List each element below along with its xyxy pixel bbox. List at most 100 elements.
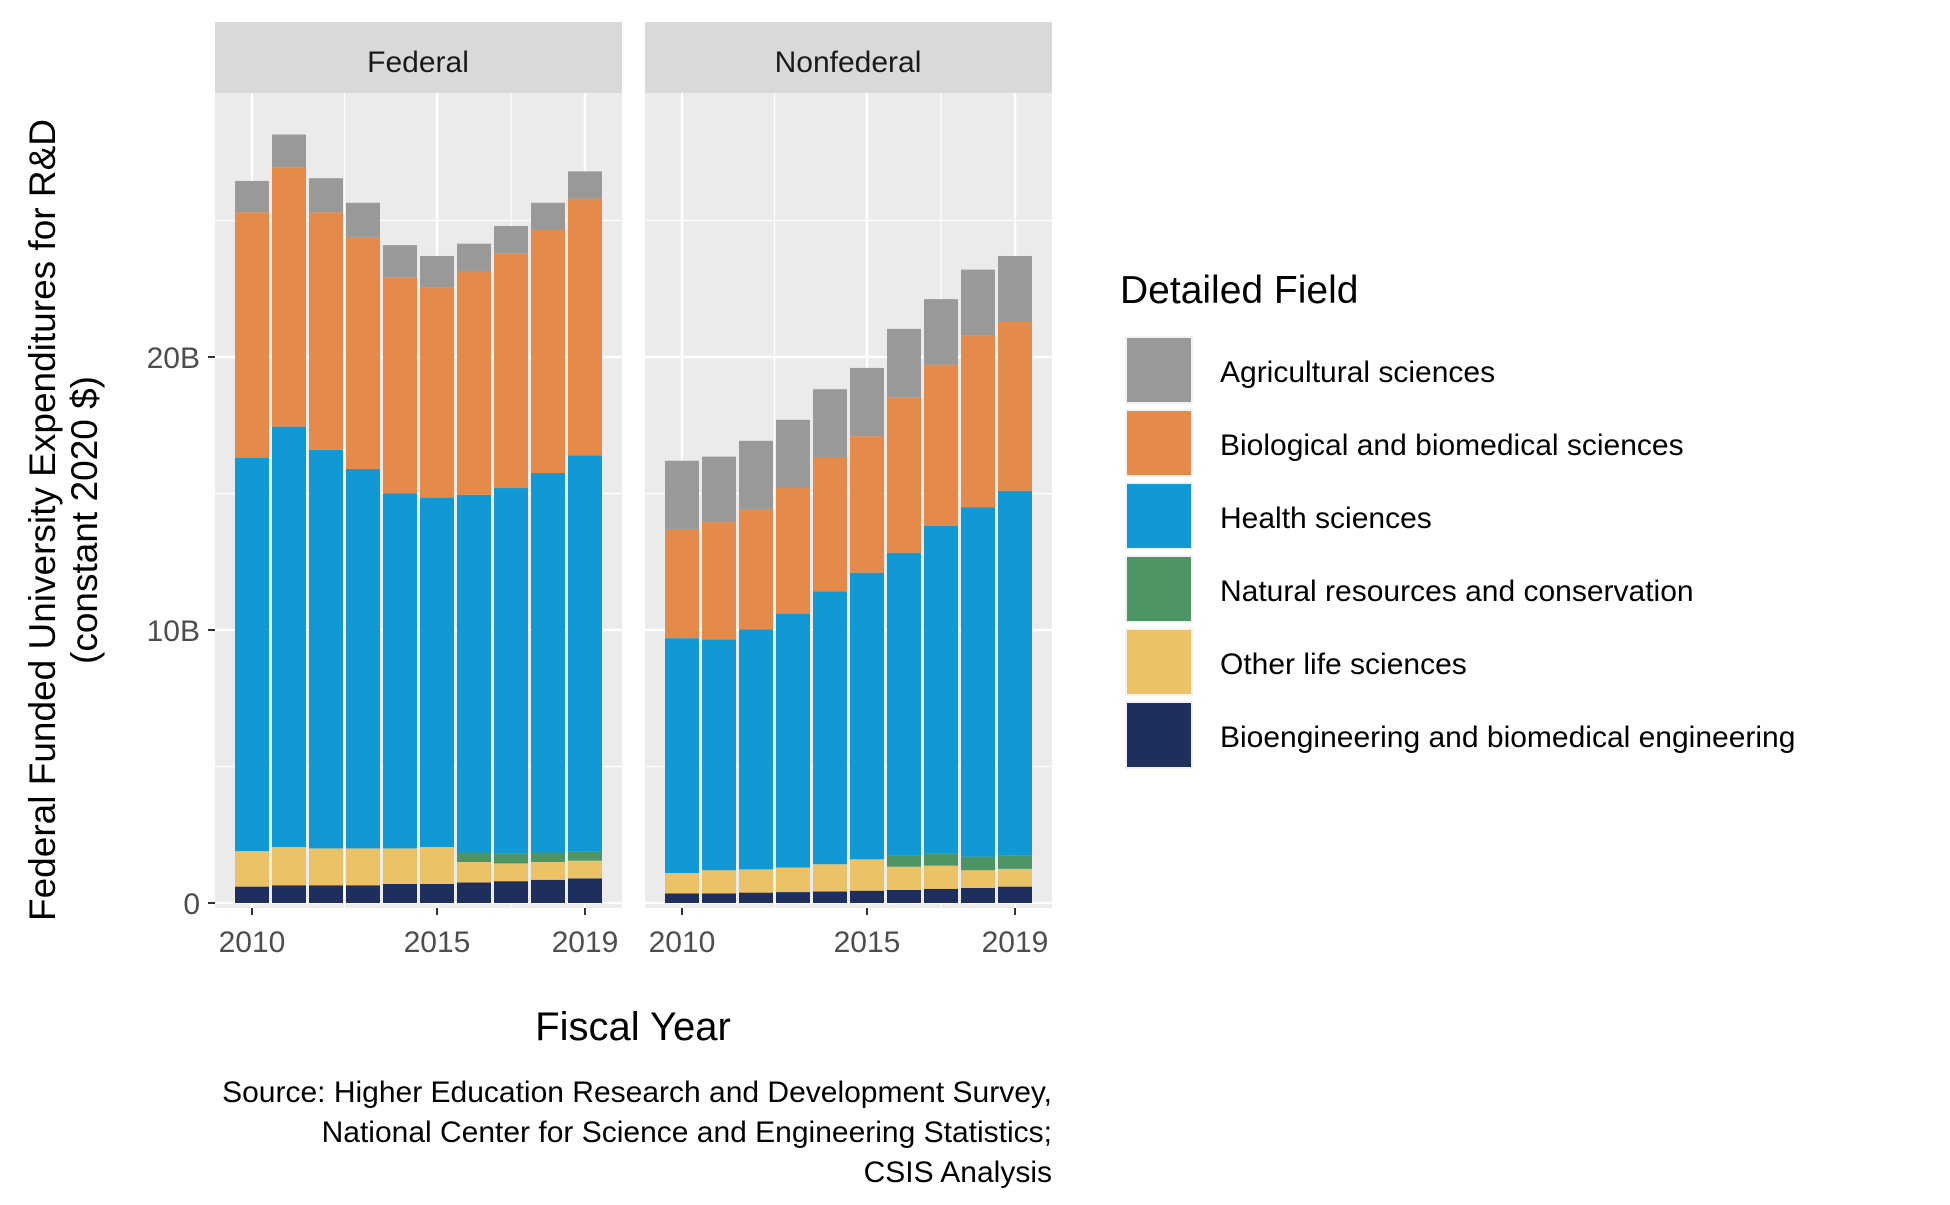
bar-segment-nonfederal-2011 [702,456,736,523]
bar-segment-federal-2012 [309,178,343,213]
bar-segment-federal-2014 [383,883,417,903]
bar-segment-federal-2013 [346,202,380,237]
bar-segment-federal-2019 [568,198,602,456]
bar-segment-nonfederal-2015 [850,436,884,573]
x-tick-label: 2019 [552,926,619,959]
legend-swatch [1127,557,1191,621]
bar-segment-federal-2019 [568,851,602,861]
bar-segment-nonfederal-2013 [776,867,810,893]
bar-segment-nonfederal-2014 [813,891,847,903]
bar-segment-nonfederal-2018 [961,856,995,871]
x-tick-label: 2010 [649,926,716,959]
bar-segment-nonfederal-2019 [998,490,1032,856]
y-axis-title-line-1: Federal Funded University Expenditures f… [22,119,63,921]
y-tick-label: 0 [183,888,200,921]
bar-segment-nonfederal-2014 [813,591,847,865]
bar-segment-federal-2018 [531,862,565,880]
bar-segment-federal-2017 [494,863,528,882]
bar-segment-federal-2015 [420,847,454,884]
bar-segment-federal-2018 [531,852,565,863]
bar-segment-federal-2013 [346,468,380,849]
bar-segment-federal-2010 [235,851,269,887]
x-tick-label: 2019 [982,926,1049,959]
legend: Agricultural sciences Biological and biom… [1125,336,1795,769]
bar-segment-nonfederal-2010 [665,460,699,529]
legend-label: Natural resources and conservation [1220,575,1694,608]
bar-segment-nonfederal-2011 [702,522,736,640]
x-tick-label: 2015 [404,926,471,959]
bar-segment-nonfederal-2014 [813,457,847,592]
bar-segment-federal-2012 [309,885,343,903]
bar-segment-federal-2017 [494,225,528,254]
bar-segment-nonfederal-2014 [813,864,847,892]
bar-segment-nonfederal-2013 [776,488,810,614]
bar-segment-nonfederal-2019 [998,868,1032,887]
bar-segment-federal-2017 [494,853,528,864]
facet-strip-federal [215,22,622,93]
x-tick-label: 2010 [219,926,286,959]
bar-segment-nonfederal-2016 [887,328,921,398]
bar-segment-nonfederal-2014 [813,389,847,458]
bar-segment-federal-2016 [457,494,491,853]
bar-segment-federal-2013 [346,848,380,886]
bar-segment-nonfederal-2019 [998,255,1032,322]
bar-segment-nonfederal-2016 [887,855,921,867]
bar-segment-nonfederal-2013 [776,613,810,868]
legend-swatch [1127,484,1191,548]
caption-line-3: CSIS Analysis [864,1156,1052,1189]
bar-segment-federal-2012 [309,449,343,849]
x-axis-title: Fiscal Year [535,1005,731,1049]
bar-segment-nonfederal-2019 [998,855,1032,869]
bar-segment-federal-2018 [531,473,565,853]
bar-segment-nonfederal-2015 [850,859,884,891]
bar-segment-federal-2015 [420,287,454,498]
bar-segment-nonfederal-2017 [924,865,958,889]
bar-segment-federal-2011 [272,167,306,427]
bar-segment-nonfederal-2012 [739,440,773,510]
y-tick-label: 20B [147,342,200,375]
axes-layer: 0 10B 20B 2010 2015 2019 2010 2015 2019 [147,342,1049,959]
bar-segment-nonfederal-2012 [739,892,773,903]
bar-segment-federal-2011 [272,885,306,903]
bar-segment-federal-2011 [272,134,306,168]
legend-label: Other life sciences [1220,648,1467,681]
bar-segment-federal-2013 [346,236,380,469]
legend-swatch [1127,630,1191,694]
bar-segment-nonfederal-2017 [924,853,958,866]
legend-swatch [1127,411,1191,475]
bar-segment-federal-2015 [420,497,454,848]
bar-segment-nonfederal-2012 [739,629,773,870]
bar-segment-federal-2010 [235,180,269,213]
bar-segment-nonfederal-2010 [665,872,699,894]
bar-segment-federal-2018 [531,202,565,231]
bar-segment-federal-2010 [235,458,269,852]
bar-segment-federal-2010 [235,212,269,459]
bar-segment-nonfederal-2016 [887,552,921,856]
bar-segment-nonfederal-2017 [924,364,958,526]
legend-label: Health sciences [1220,502,1432,535]
bar-segment-federal-2019 [568,878,602,903]
bar-segment-federal-2016 [457,852,491,863]
bar-segment-nonfederal-2010 [665,528,699,639]
caption-line-2: National Center for Science and Engineer… [322,1116,1052,1149]
bars-layer [235,134,1032,903]
bar-segment-nonfederal-2011 [702,893,736,903]
facet-label-federal: Federal [367,46,469,79]
bar-segment-federal-2019 [568,171,602,199]
bar-segment-nonfederal-2018 [961,335,995,508]
bar-segment-nonfederal-2018 [961,887,995,903]
bar-segment-federal-2012 [309,212,343,450]
bar-segment-nonfederal-2019 [998,886,1032,903]
bar-segment-federal-2014 [383,245,417,278]
bar-segment-nonfederal-2019 [998,321,1032,491]
bar-segment-nonfederal-2012 [739,869,773,893]
bar-segment-federal-2017 [494,253,528,489]
bar-segment-nonfederal-2017 [924,888,958,903]
bar-segment-nonfederal-2018 [961,269,995,336]
x-tick-label: 2015 [834,926,901,959]
facet-strip-nonfederal [645,22,1052,93]
bar-segment-federal-2014 [383,493,417,849]
bar-segment-nonfederal-2016 [887,889,921,903]
bar-segment-federal-2016 [457,243,491,272]
bar-segment-federal-2010 [235,886,269,903]
